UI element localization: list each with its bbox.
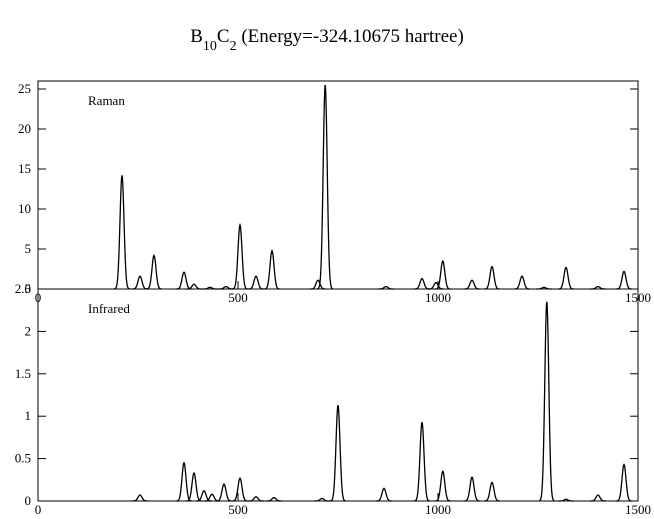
x-tick-label: 500	[228, 502, 248, 517]
peak	[558, 498, 574, 502]
x-tick-label: 0	[35, 502, 42, 517]
y-tick-label: 1	[25, 408, 32, 423]
peak	[434, 470, 451, 502]
peak	[231, 222, 249, 290]
peak	[434, 259, 451, 290]
peak	[463, 476, 481, 502]
title-part: C	[217, 26, 230, 47]
x-tick-label: 1500	[625, 290, 651, 305]
peak	[590, 285, 606, 290]
peak	[317, 84, 334, 290]
peak	[483, 265, 501, 290]
x-tick-label: 1500	[625, 502, 651, 517]
panel-frame	[37, 288, 639, 502]
y-tick-label: 15	[18, 161, 31, 176]
x-tick-label: 1000	[425, 290, 451, 305]
peak	[248, 496, 264, 502]
chart-title: B10C2 (Energy=-324.10675 hartree)	[190, 26, 464, 54]
peak	[513, 275, 531, 290]
peak	[375, 487, 393, 502]
peak	[131, 275, 149, 290]
peak	[463, 279, 481, 290]
y-tick-label: 0	[25, 281, 32, 296]
peak	[195, 490, 213, 502]
peak	[616, 270, 632, 290]
x-tick-label: 1000	[425, 502, 451, 517]
y-tick-label: 20	[18, 121, 31, 136]
peak	[218, 285, 234, 290]
peak	[615, 463, 633, 502]
peak	[484, 481, 500, 502]
title-part: B	[190, 26, 203, 47]
peak	[247, 275, 265, 290]
peak	[175, 461, 193, 502]
peak	[314, 497, 330, 502]
peak	[216, 483, 232, 502]
panel-frame	[37, 80, 639, 290]
peak	[557, 266, 575, 290]
peak	[231, 477, 249, 502]
y-tick-label: 2	[25, 323, 32, 338]
peak	[590, 494, 606, 502]
peak	[145, 254, 163, 290]
peak	[378, 285, 394, 290]
peak	[428, 281, 444, 290]
peak	[202, 286, 218, 290]
y-tick-label: 0	[25, 493, 32, 508]
title-part: 2	[230, 39, 237, 54]
peak	[263, 249, 281, 290]
title-part: (Energy=-324.10675 hartree)	[237, 26, 464, 47]
peak	[413, 277, 431, 290]
peak	[309, 279, 327, 290]
panel-label: Raman	[88, 93, 125, 108]
peak	[176, 271, 192, 290]
panel-label: Infrared	[88, 301, 130, 316]
peak	[266, 496, 282, 502]
y-tick-label: 1.5	[15, 366, 31, 381]
x-tick-label: 500	[228, 290, 248, 305]
peak	[186, 283, 202, 290]
y-tick-label: 2.5	[15, 281, 31, 296]
x-tick-label: 0	[35, 290, 42, 305]
peak	[113, 175, 131, 290]
peak	[536, 286, 552, 290]
y-tick-label: 10	[18, 201, 31, 216]
peak	[413, 421, 431, 502]
y-tick-label: 0.5	[15, 451, 31, 466]
y-tick-label: 5	[25, 241, 32, 256]
title-part: 10	[203, 39, 217, 54]
peak	[538, 301, 555, 502]
peak	[132, 494, 148, 502]
peak	[329, 405, 347, 502]
y-tick-label: 25	[18, 81, 31, 96]
